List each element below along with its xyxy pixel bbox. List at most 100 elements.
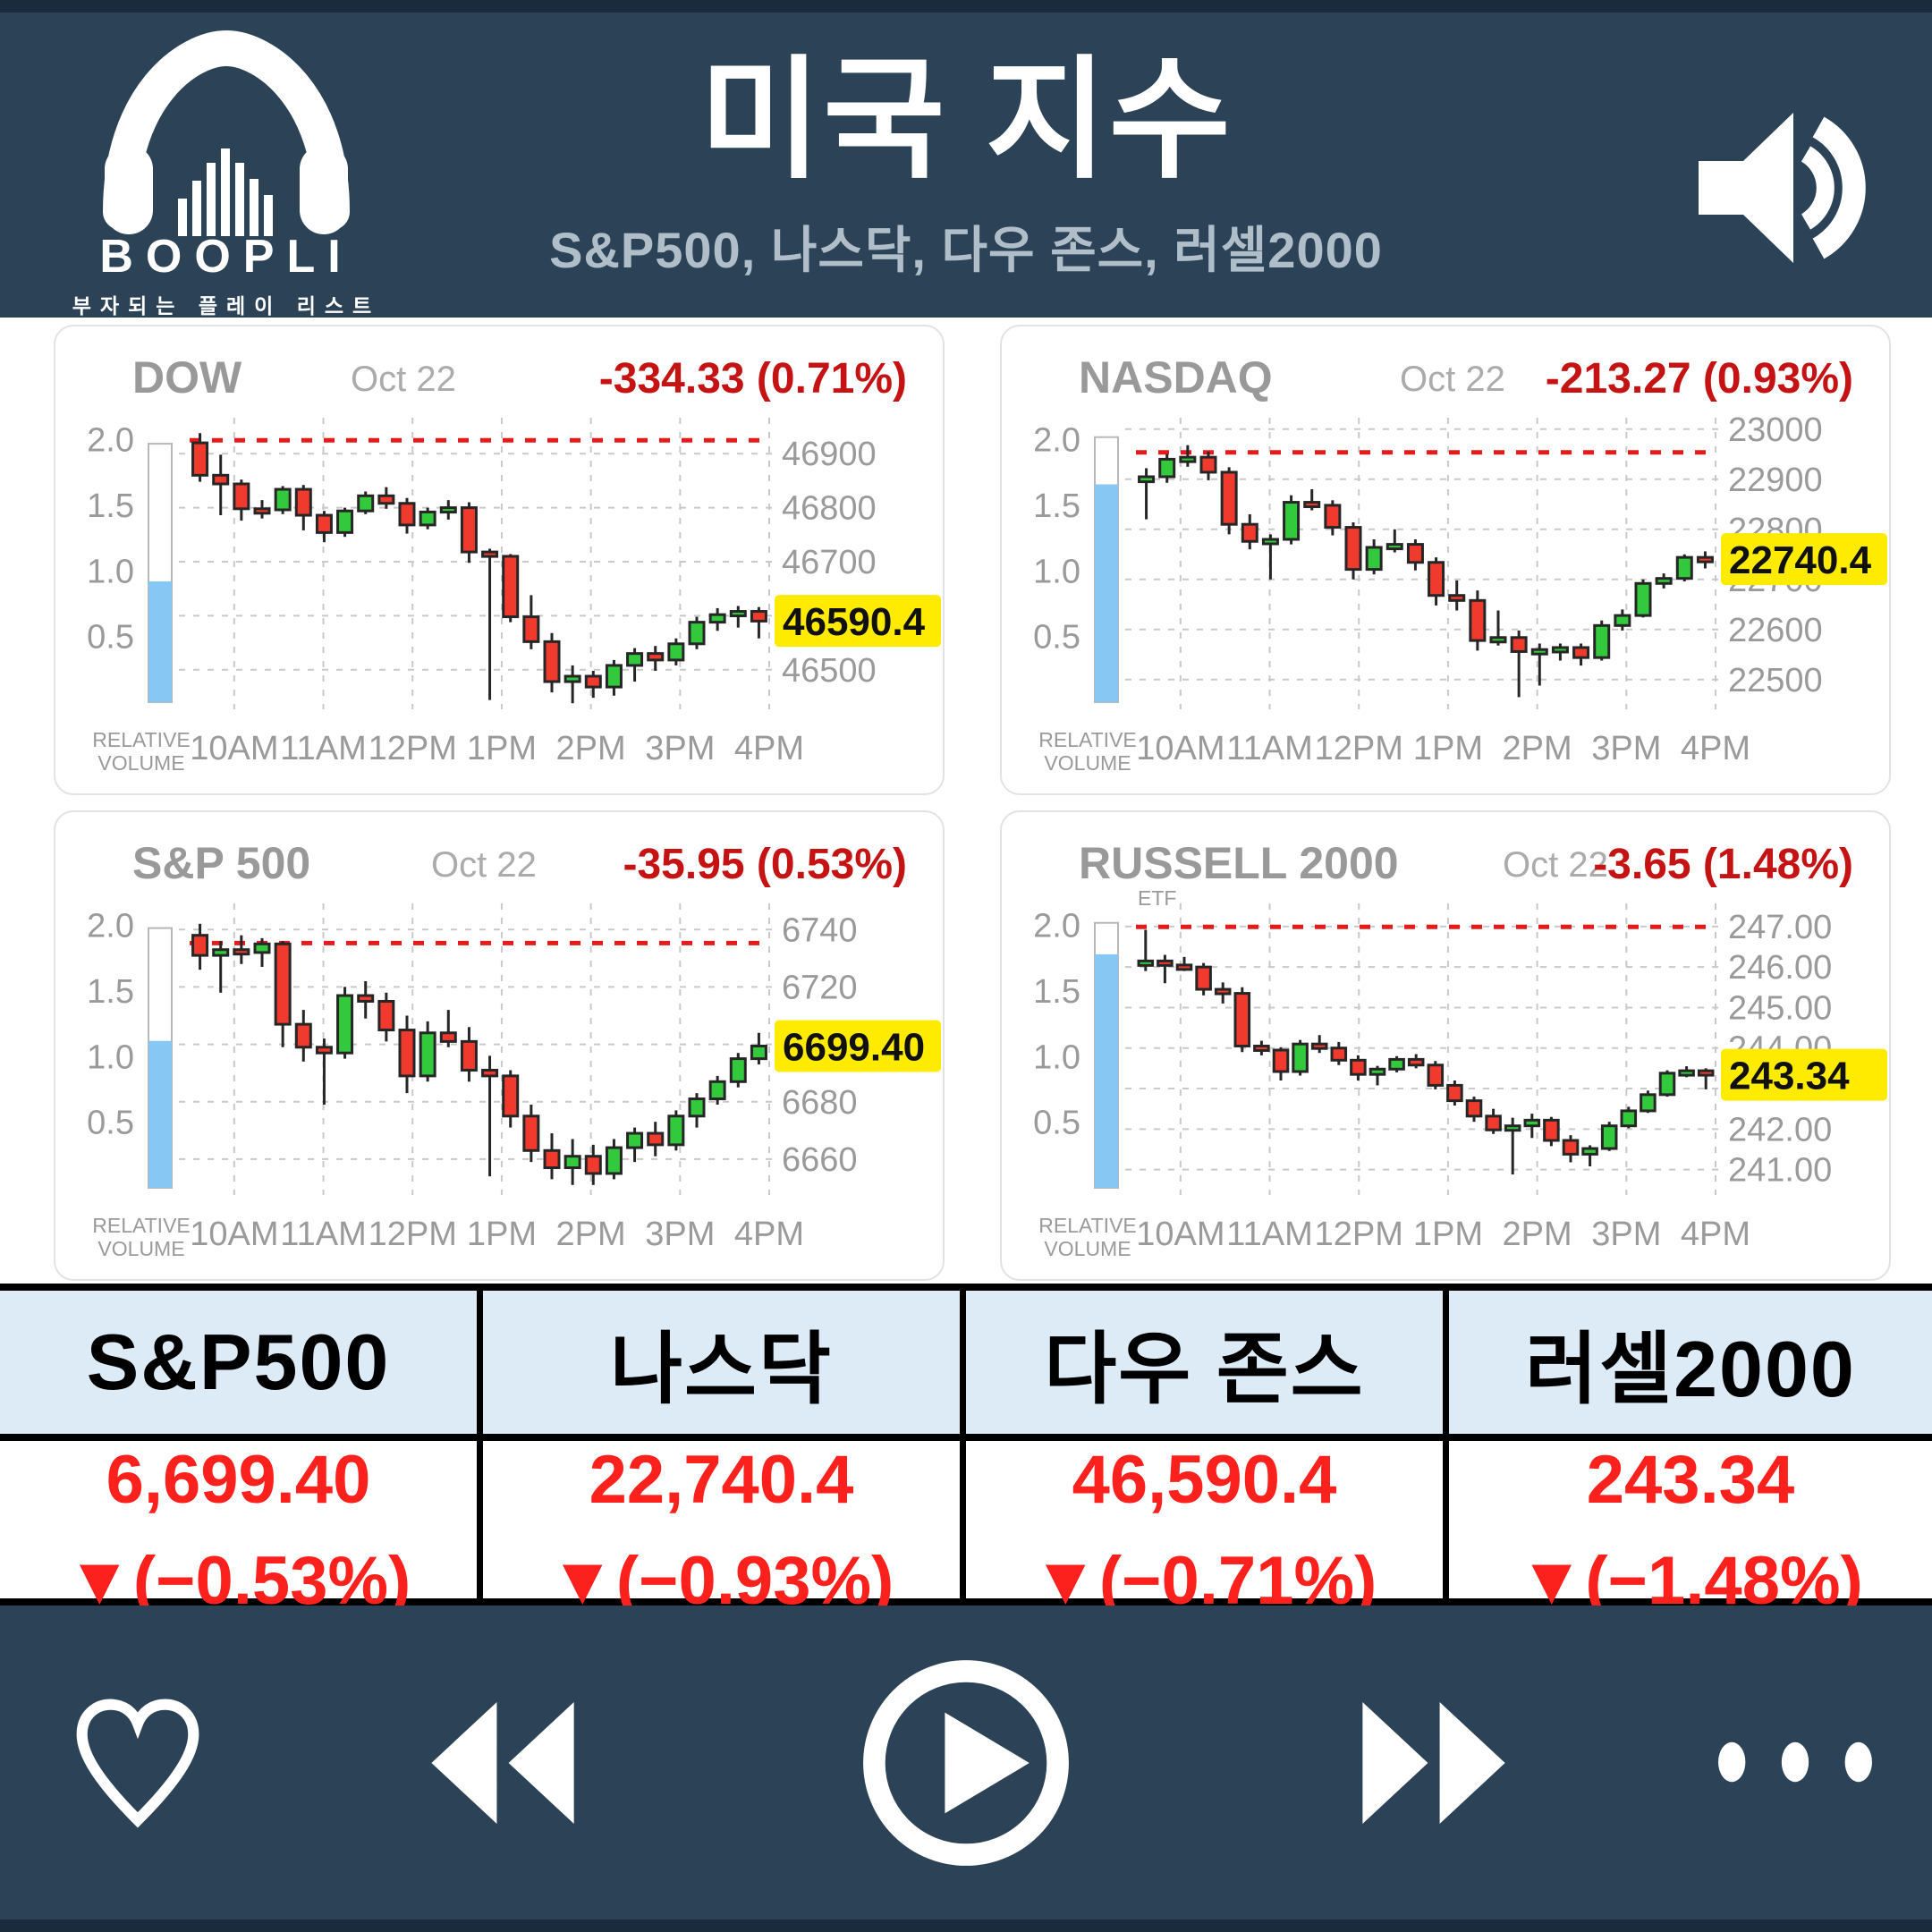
table-cell: 22,740.4 ▼(−0.93%) — [483, 1441, 960, 1620]
play-icon[interactable] — [860, 1657, 1072, 1873]
bottom-strip — [0, 1919, 1932, 1932]
svg-text:VOLUME: VOLUME — [97, 1237, 184, 1260]
svg-text:2.0: 2.0 — [87, 908, 134, 945]
svg-text:6740: 6740 — [782, 911, 858, 949]
player-bar — [0, 1606, 1932, 1919]
svg-text:22740.4: 22740.4 — [1729, 538, 1872, 582]
table-cell: 243.34 ▼(−1.48%) — [1449, 1441, 1932, 1620]
top-strip — [0, 0, 1932, 13]
fast-forward-icon[interactable] — [1353, 1699, 1513, 1831]
svg-text:247.00: 247.00 — [1728, 909, 1832, 946]
svg-text:4PM: 4PM — [1681, 730, 1750, 767]
svg-text:3PM: 3PM — [645, 1216, 715, 1253]
russell2000-candlestick-chart: 247.00246.00245.00244.00243.00242.00241.… — [1033, 838, 1887, 1260]
index-value: 22,740.4 — [589, 1442, 854, 1518]
svg-text:RELATIVE: RELATIVE — [92, 1214, 191, 1237]
header: BOOPLI 부자되는 플레이 리스트 미국 지수 S&P500, 나스닥, 다… — [0, 13, 1932, 318]
table-column-russell2000: 러셀2000 243.34 ▼(−1.48%) — [1449, 1291, 1932, 1620]
svg-text:3PM: 3PM — [1591, 1216, 1661, 1253]
svg-text:12PM: 12PM — [1315, 730, 1403, 767]
chart-card-nasdaq: 2300022900228002270022600225002.01.51.00… — [1000, 325, 1891, 795]
svg-text:11AM: 11AM — [1226, 1216, 1312, 1253]
table-header: S&P500 — [0, 1291, 477, 1441]
table-column-nasdaq: 나스닥 22,740.4 ▼(−0.93%) — [483, 1291, 966, 1620]
heart-icon[interactable] — [70, 1695, 206, 1835]
svg-text:VOLUME: VOLUME — [97, 751, 184, 775]
rewind-icon[interactable] — [419, 1699, 584, 1831]
svg-text:22600: 22600 — [1728, 612, 1823, 649]
svg-text:2PM: 2PM — [556, 730, 626, 767]
table-cell: 46,590.4 ▼(−0.71%) — [966, 1441, 1443, 1620]
nasdaq-candlestick-chart: 2300022900228002270022600225002.01.51.00… — [1033, 352, 1887, 775]
svg-text:2PM: 2PM — [1503, 730, 1572, 767]
svg-text:RELATIVE: RELATIVE — [1038, 728, 1137, 751]
svg-text:46800: 46800 — [782, 490, 877, 528]
svg-text:0.5: 0.5 — [87, 1105, 134, 1142]
svg-text:12PM: 12PM — [1315, 1216, 1403, 1253]
svg-text:4PM: 4PM — [734, 1216, 804, 1253]
svg-text:2.0: 2.0 — [1033, 422, 1080, 460]
svg-text:2PM: 2PM — [556, 1216, 626, 1253]
table-column-dowjones: 다우 존스 46,590.4 ▼(−0.71%) — [966, 1291, 1449, 1620]
title-block: 미국 지수 S&P500, 나스닥, 다우 존스, 러셀2000 — [385, 47, 1547, 283]
svg-text:10AM: 10AM — [190, 730, 278, 767]
page-subtitle: S&P500, 나스닥, 다우 존스, 러셀2000 — [549, 221, 1383, 278]
index-value: 243.34 — [1586, 1442, 1795, 1518]
svg-text:VOLUME: VOLUME — [1044, 751, 1131, 775]
svg-text:0.5: 0.5 — [1033, 619, 1080, 657]
chart-card-sp500: 6740 6720 6680 6660 2.0 1.5 1.0 0.5 6699.40 10AM 1… — [54, 810, 945, 1281]
charts-grid: 46900 46800 46700 46500 2.0 1.5 1.0 0.5 46590.4 1… — [0, 318, 1932, 1284]
brand-logo: BOOPLI 부자되는 플레이 리스트 — [70, 29, 383, 319]
svg-text:1.0: 1.0 — [87, 553, 134, 590]
svg-text:1.5: 1.5 — [1033, 487, 1080, 525]
svg-text:46590.4: 46590.4 — [783, 600, 926, 644]
svg-text:11AM: 11AM — [1226, 730, 1312, 767]
headphones-logo-icon — [70, 29, 383, 239]
svg-text:22500: 22500 — [1728, 662, 1823, 699]
svg-text:-3.65 (1.48%): -3.65 (1.48%) — [1593, 841, 1853, 888]
svg-text:Oct 22: Oct 22 — [431, 845, 537, 885]
svg-text:46500: 46500 — [782, 652, 877, 690]
svg-text:11AM: 11AM — [280, 730, 366, 767]
svg-text:1PM: 1PM — [1413, 1216, 1483, 1253]
svg-text:-213.27 (0.93%): -213.27 (0.93%) — [1546, 355, 1853, 402]
index-value: 46,590.4 — [1072, 1442, 1337, 1518]
svg-text:2.0: 2.0 — [1033, 908, 1080, 945]
svg-text:RELATIVE: RELATIVE — [92, 728, 191, 751]
svg-text:RUSSELL 2000: RUSSELL 2000 — [1079, 838, 1399, 888]
svg-text:1.0: 1.0 — [1033, 553, 1080, 590]
svg-text:46900: 46900 — [782, 436, 877, 473]
svg-text:11AM: 11AM — [280, 1216, 366, 1253]
svg-text:Oct 22: Oct 22 — [351, 360, 456, 399]
logo-tagline: 부자되는 플레이 리스트 — [72, 294, 381, 318]
svg-text:VOLUME: VOLUME — [1044, 1237, 1131, 1260]
table-header: 러셀2000 — [1449, 1291, 1932, 1441]
svg-text:12PM: 12PM — [369, 730, 457, 767]
svg-text:4PM: 4PM — [1681, 1216, 1750, 1253]
svg-text:0.5: 0.5 — [1033, 1105, 1080, 1142]
svg-text:-35.95 (0.53%): -35.95 (0.53%) — [623, 841, 907, 888]
table-header: 나스닥 — [483, 1291, 960, 1441]
svg-text:RELATIVE: RELATIVE — [1038, 1214, 1137, 1237]
svg-text:S&P 500: S&P 500 — [132, 838, 310, 888]
svg-text:245.00: 245.00 — [1728, 989, 1832, 1027]
svg-text:1.5: 1.5 — [87, 973, 134, 1011]
table-header: 다우 존스 — [966, 1291, 1443, 1441]
svg-text:10AM: 10AM — [1136, 730, 1224, 767]
svg-text:1PM: 1PM — [1413, 730, 1483, 767]
svg-text:Oct 22: Oct 22 — [1400, 360, 1505, 399]
svg-text:6680: 6680 — [782, 1084, 858, 1122]
svg-text:242.00: 242.00 — [1728, 1111, 1832, 1148]
svg-text:1.5: 1.5 — [87, 487, 134, 525]
svg-text:6720: 6720 — [782, 969, 858, 1006]
dow-candlestick-chart: 46900 46800 46700 46500 2.0 1.5 1.0 0.5 46590.4 1… — [87, 352, 941, 775]
chart-card-russell2000: 247.00246.00245.00244.00243.00242.00241.… — [1000, 810, 1891, 1281]
svg-text:3PM: 3PM — [645, 730, 715, 767]
svg-text:10AM: 10AM — [1136, 1216, 1224, 1253]
speaker-icon[interactable] — [1688, 91, 1889, 288]
svg-text:1PM: 1PM — [467, 730, 537, 767]
index-summary-table: S&P500 6,699.40 ▼(−0.53%) 나스닥 22,740.4 ▼… — [0, 1284, 1932, 1620]
svg-text:1.0: 1.0 — [87, 1038, 134, 1076]
ellipsis-icon[interactable] — [1716, 1741, 1875, 1787]
